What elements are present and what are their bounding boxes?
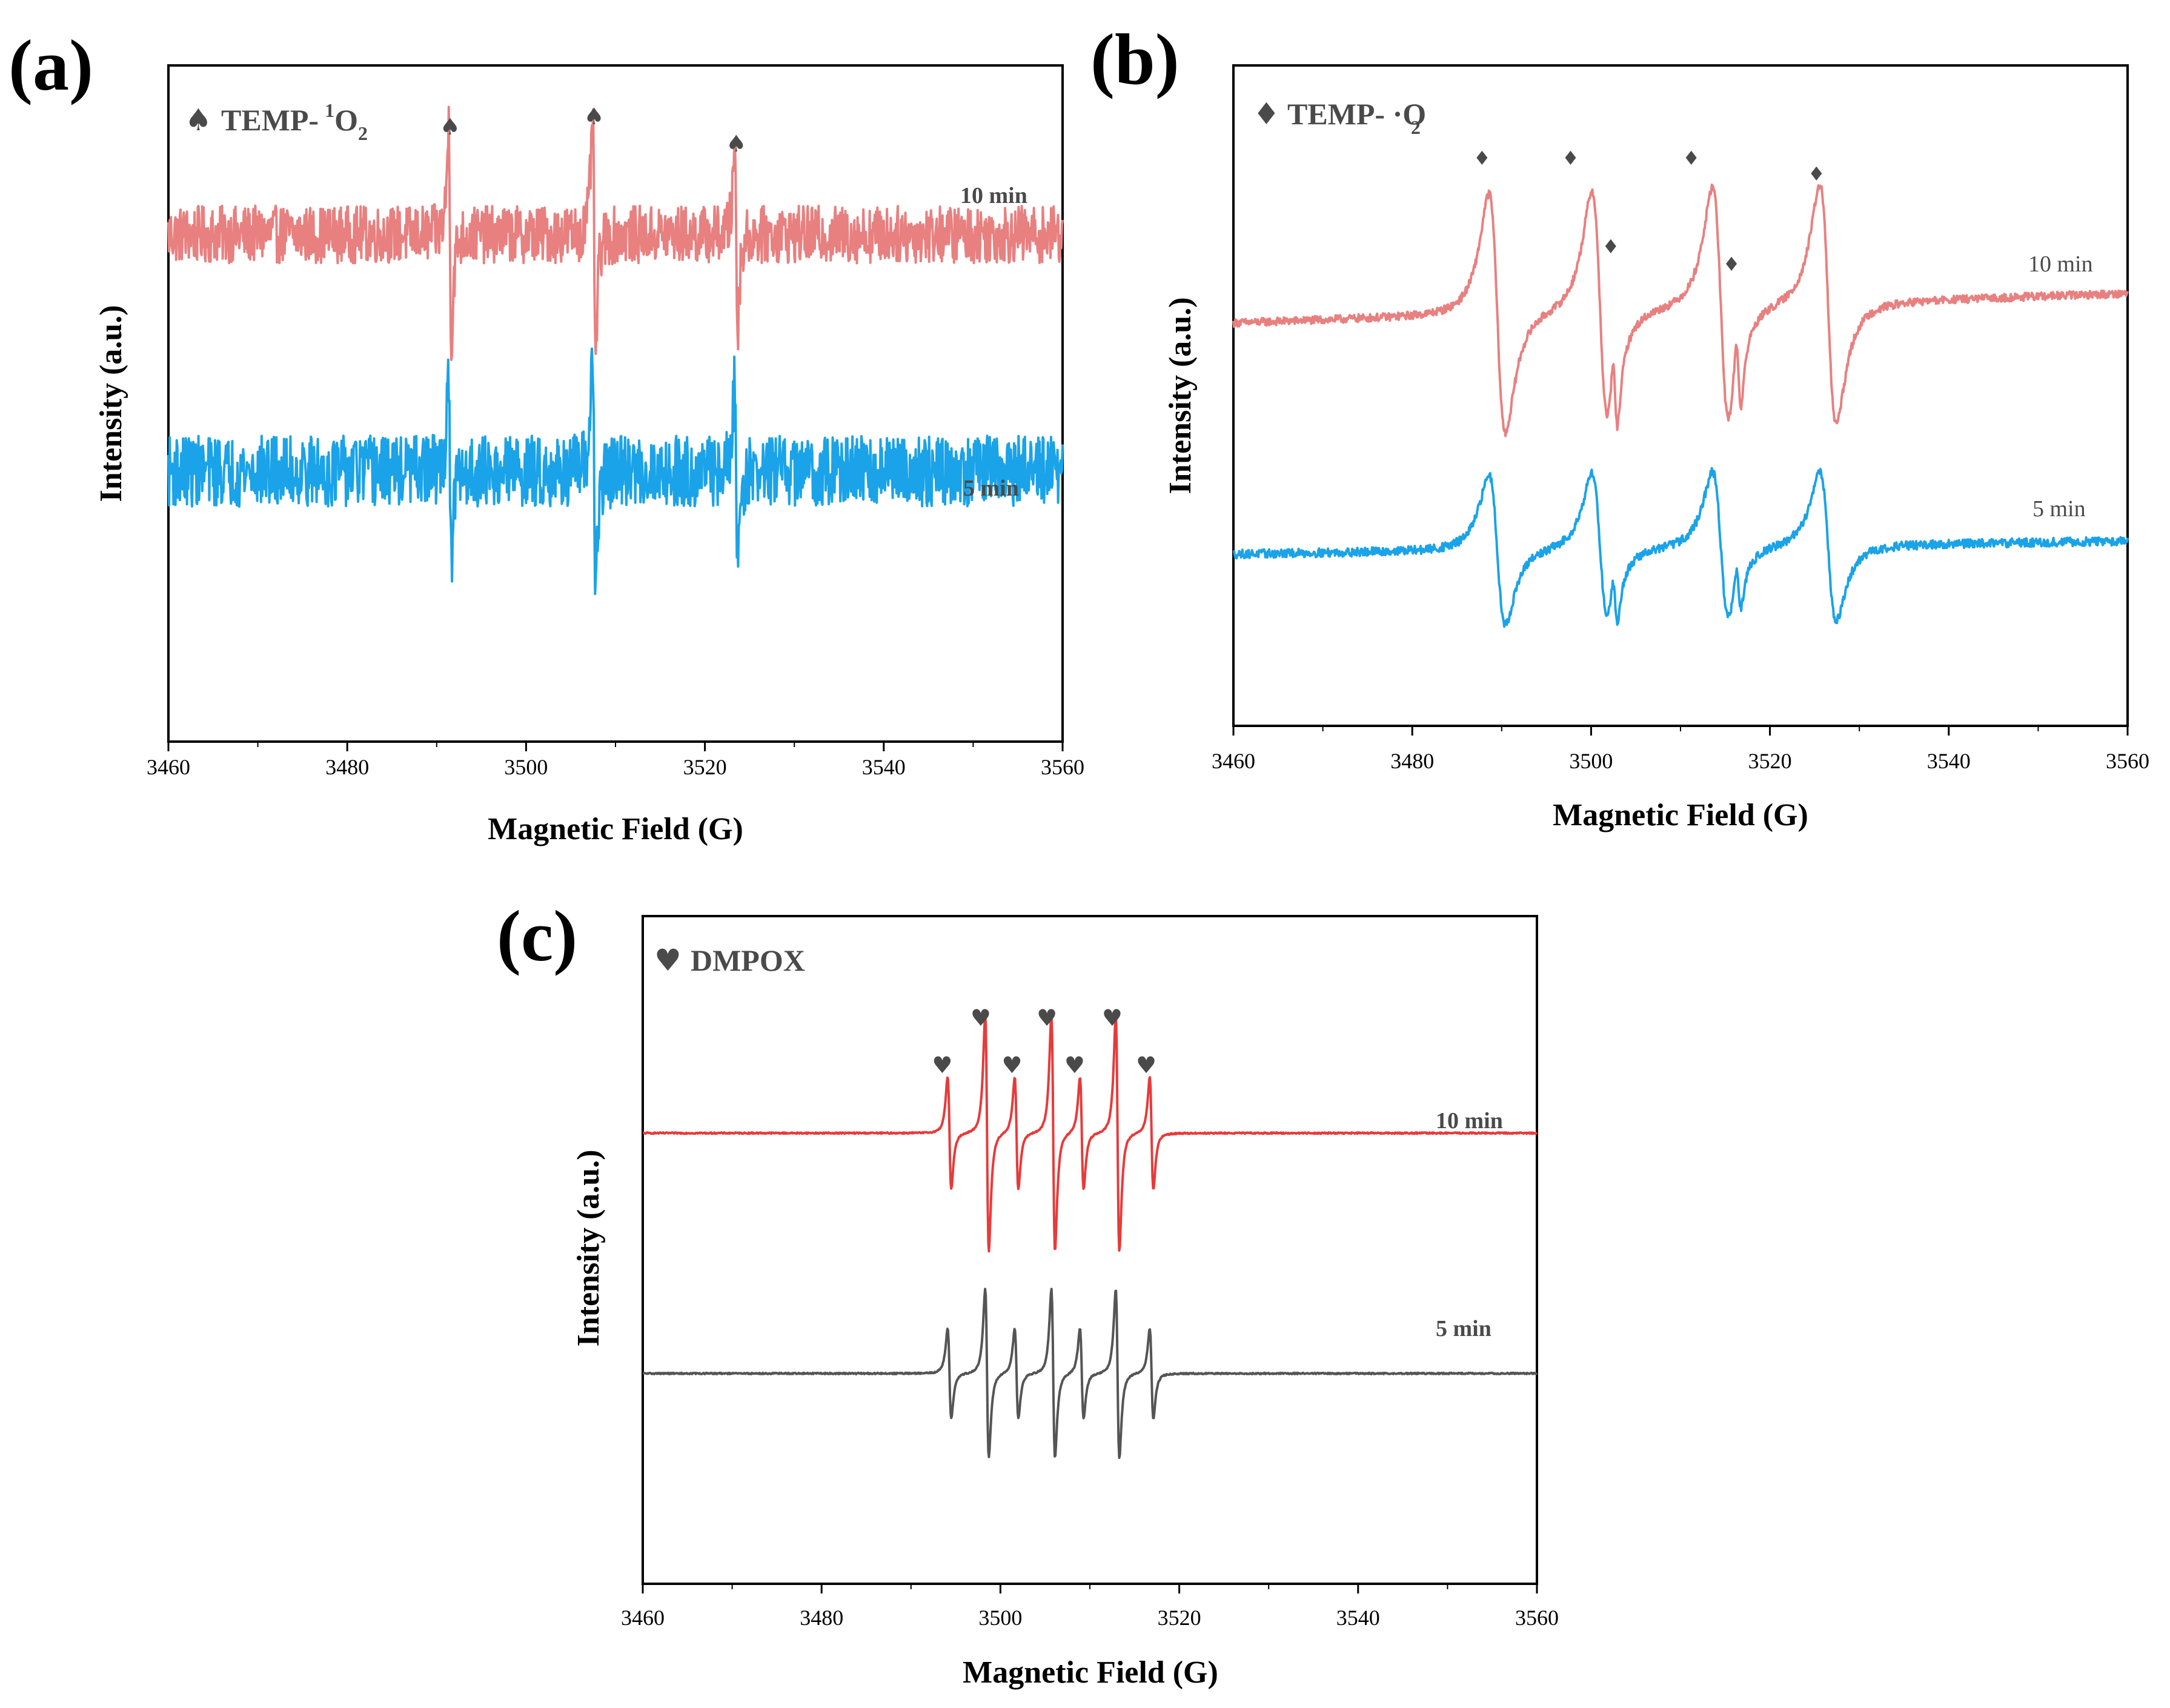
panel-a-ticks-group: 3460 3480 3500 3520 3540 3560 xyxy=(147,742,1084,779)
peak-marker-icon: ♦ xyxy=(1682,147,1700,170)
x-tick-label: 3460 xyxy=(147,755,190,779)
panel-c-legend: ♥ DMPOX xyxy=(654,943,805,978)
series-line-5min xyxy=(642,1288,1538,1460)
spade-icon: ♠ xyxy=(185,102,212,138)
peak-marker-icon: ♦ xyxy=(1562,147,1579,170)
panel-c-series-group xyxy=(642,1014,1538,1460)
panel-c-plot-frame xyxy=(642,915,1538,1585)
x-tick-label: 3520 xyxy=(1158,1606,1201,1630)
panel-b-ticks-group: 3460 3480 3500 3520 3540 3560 xyxy=(1212,726,2149,773)
panel-c-letter: (c) xyxy=(497,896,577,976)
peak-marker-icon: ♥ xyxy=(1037,1005,1057,1031)
panel-c-x-axis-label: Magnetic Field (G) xyxy=(963,1655,1218,1690)
peak-marker-icon: ♥ xyxy=(1064,1052,1085,1078)
panel-c-legend-label: DMPOX xyxy=(691,943,805,977)
panel-a: (a) ♠ ♠ ♠ 3460 3480 3500 3520 3540 3560 ♠ TEMP-… xyxy=(8,25,1084,846)
x-tick-label: 3480 xyxy=(800,1606,843,1630)
panel-b-legend-main: TEMP- ·O xyxy=(1287,97,1426,131)
x-tick-label: 3520 xyxy=(1748,749,1792,773)
x-tick-label: 3560 xyxy=(1515,1606,1559,1630)
x-tick-label: 3460 xyxy=(1212,749,1255,773)
panel-a-letter: (a) xyxy=(8,25,93,105)
x-tick-label: 3540 xyxy=(1336,1606,1380,1630)
peak-marker-icon: ♥ xyxy=(1136,1052,1156,1078)
panel-a-legend: ♠ TEMP- 1O2 xyxy=(185,99,368,144)
series-line-5min xyxy=(167,347,1064,596)
panel-c-series-label-5min: 5 min xyxy=(1436,1316,1491,1341)
series-line-10min xyxy=(167,105,1064,361)
panel-a-legend-label: TEMP- 1O2 xyxy=(221,99,368,144)
panel-c-markers-group: ♥ ♥ ♥ ♥ ♥ ♥ ♥ xyxy=(932,1005,1156,1078)
diamond-icon: ♦ xyxy=(1253,96,1280,131)
panel-b-series-group xyxy=(1232,184,2129,628)
panel-b-legend-label: TEMP- ·O-2 xyxy=(1287,92,1426,138)
x-tick-label: 3540 xyxy=(862,755,906,779)
x-tick-label: 3500 xyxy=(978,1606,1022,1630)
panel-b-plot-frame xyxy=(1232,64,2129,727)
x-tick-label: 3500 xyxy=(504,755,548,779)
panel-b-x-axis-label: Magnetic Field (G) xyxy=(1553,798,1808,832)
panel-a-plot-frame xyxy=(167,64,1064,743)
panel-b-y-axis-label: Intensity (a.u.) xyxy=(1163,297,1198,494)
x-tick-label: 3520 xyxy=(683,755,727,779)
panel-a-legend-subscript: 2 xyxy=(358,122,368,144)
panel-a-series-label-10min: 10 min xyxy=(960,183,1027,208)
panel-a-x-axis-label: Magnetic Field (G) xyxy=(488,812,743,846)
peak-marker-icon: ♠ xyxy=(584,103,605,130)
panel-a-legend-superscript: 1 xyxy=(325,99,334,121)
series-line-10min xyxy=(1232,184,2129,437)
peak-marker-icon: ♦ xyxy=(1473,147,1491,170)
peak-marker-icon: ♦ xyxy=(1723,253,1740,276)
panel-a-series-group xyxy=(167,105,1064,596)
panel-b-markers-group: ♦ ♦ ♦ ♦ ♦ ♦ xyxy=(1473,147,1825,276)
panel-b-legend-superscript: - xyxy=(1412,92,1418,114)
panel-a-markers-group: ♠ ♠ ♠ xyxy=(440,103,746,157)
series-line-5min xyxy=(1232,467,2129,628)
x-tick-label: 3500 xyxy=(1569,749,1613,773)
panel-c: (c) ♥ ♥ ♥ ♥ ♥ ♥ ♥ 3460 3480 3500 3520 3540 3560 ♥ D… xyxy=(497,896,1559,1690)
panel-a-y-axis-label: Intensity (a.u.) xyxy=(94,305,128,502)
panel-b: (b) ♦ ♦ ♦ ♦ ♦ ♦ 3460 3480 3500 3520 3540 3560 ♦ TE… xyxy=(1090,19,2149,832)
x-tick-label: 3460 xyxy=(621,1606,665,1630)
peak-marker-icon: ♥ xyxy=(1102,1005,1123,1031)
peak-marker-icon: ♠ xyxy=(726,130,746,157)
panel-b-series-label-5min: 5 min xyxy=(2032,496,2086,522)
panel-b-legend: ♦ TEMP- ·O-2 xyxy=(1253,92,1426,138)
peak-marker-icon: ♥ xyxy=(932,1052,952,1078)
x-tick-label: 3560 xyxy=(2106,749,2149,773)
peak-marker-icon: ♥ xyxy=(1002,1052,1023,1078)
peak-marker-icon: ♦ xyxy=(1602,235,1620,258)
panel-a-series-label-5min: 5 min xyxy=(963,476,1019,501)
peak-marker-icon: ♦ xyxy=(1808,162,1825,185)
series-line-10min xyxy=(642,1014,1538,1253)
x-tick-label: 3560 xyxy=(1041,755,1084,779)
panel-c-y-axis-label: Intensity (a.u.) xyxy=(571,1149,606,1346)
panel-c-ticks-group: 3460 3480 3500 3520 3540 3560 xyxy=(621,1584,1559,1630)
panel-b-series-label-10min: 10 min xyxy=(2028,251,2093,277)
x-tick-label: 3480 xyxy=(1390,749,1434,773)
panel-c-series-label-10min: 10 min xyxy=(1436,1108,1503,1134)
panel-a-legend-prefix: TEMP- xyxy=(221,103,319,137)
panel-a-legend-main: O xyxy=(334,103,358,137)
x-tick-label: 3480 xyxy=(325,755,369,779)
panel-b-legend-subscript: 2 xyxy=(1411,116,1421,138)
heart-icon: ♥ xyxy=(654,943,682,978)
x-tick-label: 3540 xyxy=(1927,749,1971,773)
peak-marker-icon: ♥ xyxy=(971,1005,991,1031)
peak-marker-icon: ♠ xyxy=(440,113,460,140)
panel-b-letter: (b) xyxy=(1090,19,1180,99)
